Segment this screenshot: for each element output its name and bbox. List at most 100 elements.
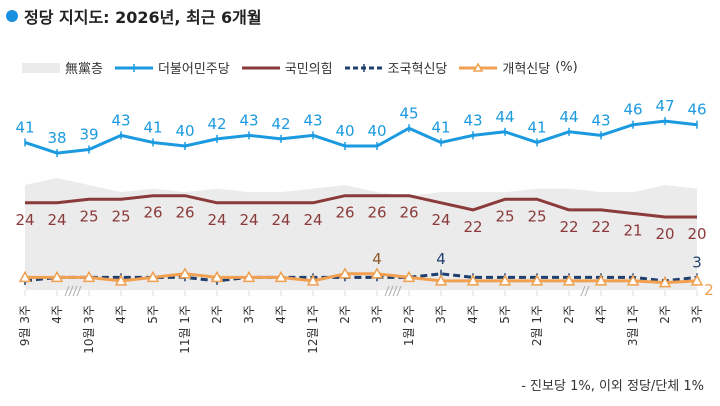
data-label: 41 <box>15 118 34 136</box>
data-label: 20 <box>655 225 674 243</box>
data-label: 25 <box>495 207 514 225</box>
data-label: 25 <box>527 207 546 225</box>
data-label: 4 <box>436 250 446 268</box>
data-label: 43 <box>303 111 322 129</box>
x-tick-label: 4주 <box>274 305 288 324</box>
data-point-triangle <box>274 270 288 283</box>
data-label: 4 <box>372 250 382 268</box>
data-point-triangle <box>370 267 384 279</box>
data-label: 24 <box>15 211 34 229</box>
x-tick-label: 5주 <box>498 305 512 324</box>
data-label: 44 <box>559 108 578 126</box>
x-tick-label: 3주 <box>370 305 384 324</box>
dashed-swatch-icon <box>344 63 383 72</box>
footnote: - 진보당 1%, 이외 정당/단체 1% <box>521 379 704 394</box>
x-tick-label: 4주 <box>50 305 64 324</box>
data-point-triangle <box>466 274 480 286</box>
legend-label: 조국혁신당 <box>387 62 448 77</box>
data-point-triangle <box>242 270 256 283</box>
data-point-triangle <box>658 276 672 288</box>
data-point-triangle <box>306 274 320 286</box>
data-label: 40 <box>175 122 194 140</box>
x-tick-label: 4주 <box>594 305 608 324</box>
x-tick-label: 4주 <box>466 305 480 324</box>
series-line-3 <box>24 272 698 283</box>
data-point-triangle <box>114 274 128 286</box>
x-tick-label: 2주 <box>338 305 352 324</box>
data-label: 22 <box>463 218 482 236</box>
data-label: 40 <box>367 122 386 140</box>
data-label: 24 <box>207 211 226 229</box>
series-line-4 <box>25 272 698 285</box>
data-label: 25 <box>111 207 130 225</box>
data-label: 41 <box>143 118 162 136</box>
x-tick-label: 4주 <box>114 305 128 324</box>
data-point-triangle <box>530 274 544 286</box>
legend-item-democratic: 더불어민주당 <box>114 58 230 77</box>
data-label: 46 <box>623 101 642 119</box>
x-tick-label: 2월 1주 <box>530 305 544 346</box>
data-point-triangle <box>562 274 576 286</box>
data-label: 20 <box>687 225 706 243</box>
data-label: 41 <box>527 118 546 136</box>
data-label: 40 <box>335 122 354 140</box>
x-tick-label: 2주 <box>562 305 576 324</box>
axis-break-mark <box>72 285 78 297</box>
x-tick-label: 2주 <box>658 305 672 324</box>
data-point-triangle <box>434 274 448 286</box>
data-label: 44 <box>495 108 514 126</box>
axis-break-mark <box>64 285 70 297</box>
axis-break-mark <box>392 285 398 297</box>
data-point-triangle <box>690 274 704 286</box>
data-label: 26 <box>367 204 386 222</box>
x-tick-label: 12월 1주 <box>306 305 320 354</box>
data-label: 24 <box>303 211 322 229</box>
legend-label: 개혁신당 <box>502 62 551 77</box>
data-point-triangle <box>178 267 192 279</box>
data-label: 2 <box>704 281 714 299</box>
data-label: 41 <box>431 118 450 136</box>
data-label: 26 <box>175 204 194 222</box>
x-tick-label: 9월 3주 <box>18 305 32 346</box>
axis-break-mark <box>396 285 402 297</box>
area-swatch-icon <box>22 62 60 73</box>
data-label: 26 <box>399 204 418 222</box>
axis-break-mark <box>388 285 394 297</box>
data-label: 24 <box>239 211 258 229</box>
data-label: 3 <box>692 253 702 271</box>
axis-break-mark <box>584 285 590 297</box>
data-label: 24 <box>271 211 290 229</box>
data-label: 42 <box>207 115 226 133</box>
nonparty-area <box>25 177 697 290</box>
axis-break-mark <box>580 285 586 297</box>
chart-title: 정당 지지도: 2026년, 최근 6개월 <box>6 4 262 28</box>
data-point-triangle <box>626 274 640 286</box>
axis-break-mark <box>68 285 74 297</box>
data-label: 26 <box>335 204 354 222</box>
data-point-triangle <box>210 270 224 283</box>
title-text: 정당 지지도: 2026년, 최근 6개월 <box>24 8 262 27</box>
line-swatch-icon <box>114 63 153 72</box>
legend-label: 無黨층 <box>65 62 103 77</box>
axis-break-mark <box>384 285 390 297</box>
x-tick-label: 3주 <box>434 305 448 324</box>
x-tick-label: 1월 2주 <box>402 305 416 346</box>
series-line-2 <box>25 194 697 219</box>
data-label: 43 <box>239 111 258 129</box>
line-swatch-icon <box>241 66 280 69</box>
legend-label: 더불어민주당 <box>157 62 230 77</box>
data-label: 45 <box>399 104 418 122</box>
data-label: 26 <box>143 204 162 222</box>
data-label: 42 <box>271 115 290 133</box>
data-point-triangle <box>18 270 32 283</box>
data-label: 43 <box>463 111 482 129</box>
data-label: 22 <box>591 218 610 236</box>
data-label: 46 <box>687 101 706 119</box>
legend-item-reform: 개혁신당 (%) <box>459 58 578 77</box>
series-line-1 <box>24 119 698 155</box>
data-label: 39 <box>79 126 98 144</box>
data-label: 43 <box>591 111 610 129</box>
data-label: 25 <box>79 207 98 225</box>
x-tick-label: 3주 <box>242 305 256 324</box>
